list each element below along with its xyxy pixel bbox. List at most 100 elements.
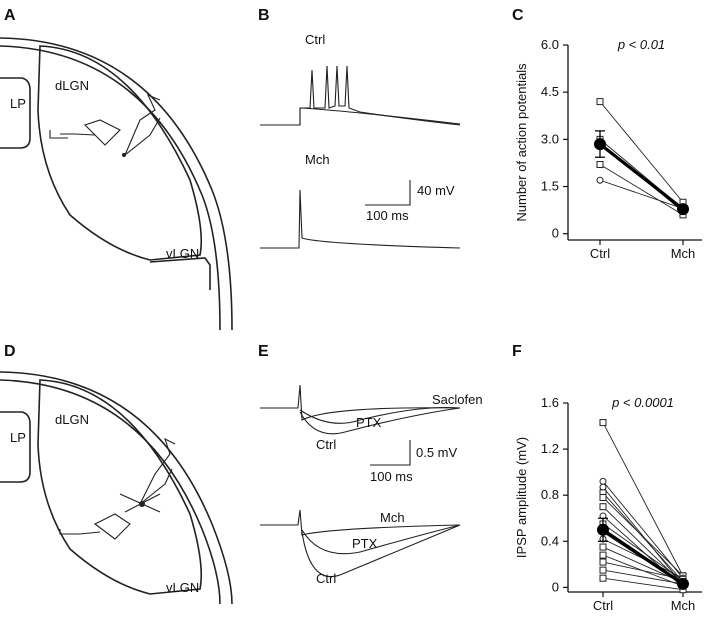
trace-label: Mch (305, 152, 330, 167)
y-tick-label: 1.5 (541, 179, 559, 194)
y-tick-label: 6.0 (541, 37, 559, 52)
trace (301, 524, 461, 555)
cell-line (599, 164, 684, 216)
stimulating-electrode (59, 513, 131, 540)
region-label: LP (10, 96, 26, 111)
trace-label: Ctrl (305, 32, 325, 47)
cell-line (602, 577, 684, 591)
cell-line (602, 497, 684, 577)
trace-label: Saclofen (432, 392, 483, 407)
panel-label: C (512, 7, 524, 24)
lp-region (0, 77, 31, 149)
x-tick-label: Mch (671, 598, 696, 613)
panel-label: E (258, 343, 269, 360)
trace (260, 384, 461, 421)
scale-label: 100 ms (370, 469, 413, 484)
mean-marker (594, 138, 606, 151)
panel-label: D (4, 343, 16, 360)
y-tick-label: 0 (552, 579, 559, 594)
lp-region (0, 411, 31, 483)
cell-marker (599, 477, 607, 485)
scale-bar (370, 440, 411, 466)
vlgn-region (149, 257, 211, 290)
trace (260, 65, 461, 126)
panel-label: F (512, 343, 522, 360)
region-label: vLGN (166, 246, 199, 261)
dlgn-region (37, 45, 203, 261)
x-tick-label: Mch (671, 246, 696, 261)
mean-line (599, 142, 684, 211)
cell-marker (599, 566, 607, 574)
trace-label: PTX (352, 536, 378, 551)
y-tick-label: 4.5 (541, 84, 559, 99)
cell-marker (599, 419, 607, 427)
slice-diagram: LP dLGN vLGN (0, 371, 233, 605)
cell-marker (596, 176, 604, 184)
trace (260, 189, 461, 249)
mean-marker (597, 523, 609, 536)
outline (0, 45, 221, 331)
traces: Saclofen PTX Ctrl 0.5 mV 100 ms Mch PTX … (260, 384, 483, 586)
y-tick-label: 0.8 (541, 487, 559, 502)
y-tick-label: 3.0 (541, 131, 559, 146)
trace-label: Ctrl (316, 571, 336, 586)
recording-electrode (124, 93, 161, 156)
traces: Ctrl Mch 40 mV 100 ms (260, 32, 461, 249)
recording-electrode (119, 437, 176, 513)
neuron (139, 501, 145, 507)
cell-line (599, 179, 684, 209)
cell-marker (599, 551, 607, 559)
trace-label: Ctrl (316, 437, 336, 452)
mean-marker (677, 203, 689, 216)
dlgn-region (37, 379, 203, 595)
panel-label: A (4, 7, 16, 24)
trace (301, 524, 461, 577)
trace (299, 406, 461, 424)
trace (299, 107, 461, 125)
slice-diagram: LP dLGN vLGN (0, 37, 233, 331)
stimulating-electrode (49, 119, 121, 146)
y-tick-label: 1.6 (541, 395, 559, 410)
trace-label: PTX (356, 415, 382, 430)
annotation: p < 0.01 (617, 37, 665, 52)
y-tick-label: 0.4 (541, 533, 559, 548)
trace-label: Mch (380, 510, 405, 525)
cell-line (602, 481, 684, 579)
x-tick-label: Ctrl (590, 246, 610, 261)
cell-line (602, 569, 684, 585)
scale-label: 100 ms (366, 208, 409, 223)
mean-line (602, 528, 684, 586)
scale-label: 0.5 mV (416, 445, 458, 460)
cell-line (602, 523, 684, 581)
outline (0, 379, 221, 605)
cell-marker (596, 98, 604, 106)
cell-marker (596, 161, 604, 169)
scale-bar (365, 180, 411, 206)
mean-marker (677, 577, 689, 590)
region-label: LP (10, 430, 26, 445)
cell-marker (599, 494, 607, 501)
cell-marker (599, 483, 607, 491)
y-tick-label: 0 (552, 226, 559, 241)
y-tick-label: 1.2 (541, 441, 559, 456)
region-label: vLGN (166, 580, 199, 595)
cell-marker (599, 503, 607, 511)
region-label: dLGN (55, 412, 89, 427)
trace (260, 509, 461, 536)
annotation: p < 0.0001 (611, 395, 674, 410)
cell-line (602, 422, 684, 577)
neuron (122, 153, 126, 157)
panel-label: B (258, 7, 270, 24)
scale-label: 40 mV (417, 183, 455, 198)
outline (0, 371, 233, 605)
outline (0, 37, 233, 331)
region-label: dLGN (55, 78, 89, 93)
y-axis-label: IPSP amplitude (mV) (514, 437, 529, 558)
cell-line (599, 101, 684, 203)
cell-marker (599, 574, 607, 582)
cell-marker (599, 543, 607, 551)
x-tick-label: Ctrl (593, 598, 613, 613)
trace (299, 407, 461, 435)
